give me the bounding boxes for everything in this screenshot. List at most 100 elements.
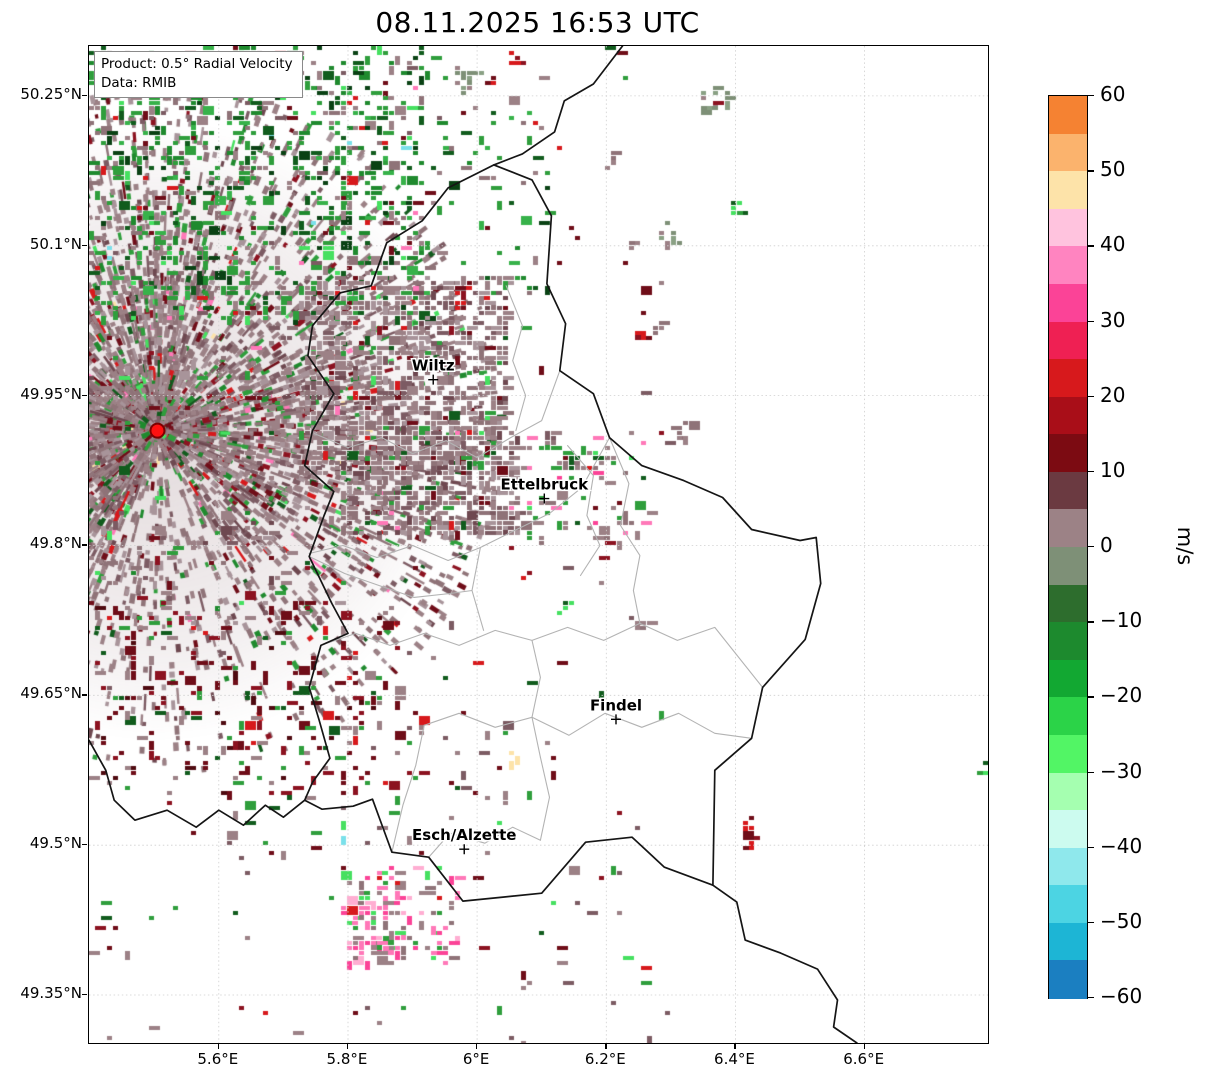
x-tick-mark [346, 1044, 349, 1049]
colorbar-tick-mark [1088, 546, 1094, 548]
y-tick-label: 49.65°N [20, 684, 82, 703]
x-tick-label: 5.6°E [197, 1050, 239, 1068]
figure-title: 08.11.2025 16:53 UTC [375, 6, 700, 39]
x-tick-label: 5.8°E [326, 1050, 368, 1068]
city-marker [459, 844, 470, 855]
y-tick-mark [82, 994, 87, 996]
district-border [308, 555, 473, 598]
y-tick-mark [82, 244, 87, 247]
colorbar-segment [1049, 697, 1087, 736]
colorbar-segment [1049, 960, 1087, 999]
colorbar-tick-label: 20 [1100, 382, 1126, 407]
y-tick-label: 49.35°N [20, 984, 82, 1003]
x-tick-mark [605, 1044, 607, 1049]
colorbar-tick-label: 40 [1100, 232, 1126, 257]
colorbar-segment [1049, 772, 1087, 811]
city-marker [539, 493, 550, 504]
colorbar-segment [1049, 396, 1087, 435]
y-tick-label: 50.1°N [29, 234, 82, 253]
colorbar-tick-label: 0 [1100, 533, 1113, 557]
city-label: Esch/Alzette [412, 826, 516, 844]
colorbar-tick-mark [1088, 997, 1094, 999]
country-border [303, 164, 822, 902]
colorbar-segment [1049, 133, 1087, 172]
country-border [493, 46, 624, 166]
colorbar-tick-mark [1088, 95, 1094, 97]
colorbar-segment [1049, 659, 1087, 698]
city-label: Findel [590, 696, 642, 714]
colorbar-segment [1049, 547, 1087, 586]
district-border [391, 724, 425, 853]
district-border [313, 370, 561, 459]
district-border [608, 437, 641, 624]
colorbar-segment [1049, 885, 1087, 924]
y-tick-label: 49.5°N [29, 834, 82, 853]
radar-echo-layer [89, 46, 988, 1043]
colorbar-segment [1049, 246, 1087, 285]
colorbar-tick-mark [1088, 771, 1094, 773]
x-tick-mark [217, 1044, 220, 1049]
colorbar-tick-label: 60 [1100, 82, 1126, 106]
x-tick-label: 6.2°E [584, 1050, 626, 1068]
colorbar-tick-label: 50 [1100, 157, 1126, 182]
radar-site-marker [149, 422, 166, 439]
city-marker [611, 714, 621, 725]
colorbar-segment [1049, 509, 1087, 548]
colorbar-segment [1049, 922, 1087, 961]
colorbar-tick-label: 10 [1100, 457, 1126, 482]
district-border [320, 622, 764, 688]
colorbar-tick-mark [1088, 846, 1094, 849]
colorbar-tick-label: −60 [1100, 984, 1143, 1008]
x-tick-mark [863, 1044, 865, 1049]
x-tick-mark [476, 1044, 478, 1049]
colorbar-segment [1049, 321, 1087, 360]
city-label: Ettelbruck [501, 476, 590, 494]
country-border [89, 739, 306, 829]
colorbar-tick-mark [1088, 470, 1094, 473]
product-info-box: Product: 0.5° Radial Velocity Data: RMIB [94, 51, 303, 98]
district-border [423, 712, 753, 739]
y-tick-label: 49.95°N [20, 384, 82, 403]
colorbar-segment [1049, 171, 1087, 210]
y-tick-label: 49.8°N [29, 534, 82, 553]
district-border [539, 756, 551, 841]
product-info-line1: Product: 0.5° Radial Velocity [101, 56, 293, 72]
colorbar-tick-label: −30 [1100, 758, 1143, 783]
y-tick-mark [82, 844, 87, 846]
colorbar-tick-mark [1088, 921, 1094, 924]
colorbar-tick-label: 30 [1100, 307, 1126, 332]
colorbar-tick-mark [1088, 320, 1094, 322]
y-tick-label: 50.25°N [20, 84, 82, 103]
colorbar-segment [1049, 810, 1087, 849]
colorbar-tick-label: −50 [1100, 908, 1143, 933]
city-label: Wiltz [412, 357, 455, 375]
colorbar-segment [1049, 283, 1087, 323]
colorbar-segment [1049, 359, 1087, 398]
district-border [567, 445, 601, 577]
colorbar [1048, 95, 1088, 999]
x-tick-mark [734, 1044, 736, 1049]
x-tick-label: 6.6°E [843, 1050, 885, 1068]
colorbar-tick-mark [1088, 696, 1094, 698]
y-tick-mark [82, 544, 87, 546]
x-tick-label: 6.4°E [714, 1050, 755, 1068]
colorbar-segment [1049, 434, 1087, 473]
x-tick-label: 6°E [462, 1050, 490, 1068]
product-info-line2: Data: RMIB [101, 74, 177, 91]
district-border [505, 285, 527, 432]
district-border [308, 437, 611, 562]
country-border [712, 884, 858, 1043]
y-tick-mark [82, 694, 87, 696]
colorbar-tick-mark [1088, 170, 1094, 172]
y-tick-mark [82, 94, 87, 97]
city-marker [428, 374, 439, 385]
map-vector-layer: Wiltz Ettelbruck Findel Esch/Alzette [89, 46, 988, 1043]
colorbar-tick-mark [1088, 395, 1094, 398]
colorbar-tick-mark [1088, 245, 1094, 247]
colorbar-tick-label: −40 [1100, 833, 1143, 858]
colorbar-segment [1049, 584, 1087, 623]
colorbar-segment [1049, 208, 1087, 247]
y-tick-mark [82, 394, 87, 396]
map-axes: Wiltz Ettelbruck Findel Esch/Alzette Produc… [88, 45, 989, 1044]
